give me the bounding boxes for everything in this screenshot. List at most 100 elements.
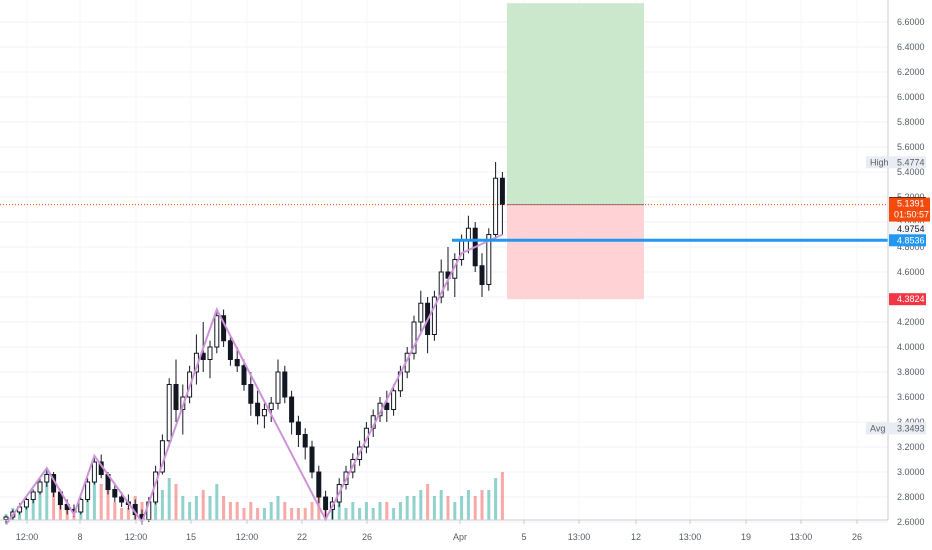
countdown-timer: 01:50:57 — [894, 210, 929, 220]
volume-bar — [481, 490, 484, 520]
candle-body — [324, 497, 328, 510]
candle-body — [86, 482, 90, 500]
candle-body — [276, 372, 280, 403]
volume-bar — [467, 490, 470, 520]
candle-body — [303, 435, 307, 448]
volume-bar — [460, 496, 463, 520]
volume-bar — [304, 508, 307, 520]
volume-bar — [379, 502, 382, 520]
candle-body — [167, 385, 171, 441]
candle-body — [228, 341, 232, 360]
candle-body — [120, 497, 124, 502]
candle-body — [269, 403, 273, 409]
volume-bar — [161, 490, 164, 520]
candle-body — [208, 347, 212, 360]
volume-bar — [351, 502, 354, 520]
volume-bar — [433, 496, 436, 520]
candle-body — [262, 410, 266, 416]
volume-bar — [385, 502, 388, 520]
price-tick-label: 6.4000 — [897, 42, 925, 52]
price-tick-label: 5.4000 — [897, 167, 925, 177]
volume-bar — [297, 508, 300, 520]
volume-bar — [277, 496, 280, 520]
volume-bar — [100, 484, 103, 520]
volume-bar — [127, 508, 130, 520]
avg-tag: 3.3493 — [897, 423, 925, 433]
volume-bar — [372, 508, 375, 520]
volume-bar — [270, 502, 273, 520]
volume-bar — [406, 496, 409, 520]
volume-bar — [229, 502, 232, 520]
candle-body — [249, 385, 253, 404]
last-price-tag: 5.1391 — [897, 199, 925, 209]
candle-body — [92, 462, 96, 482]
candlesticks — [4, 162, 504, 525]
high-tag: 5.4774 — [897, 157, 925, 167]
volume-bar — [413, 496, 416, 520]
profit-zone[interactable] — [507, 3, 644, 204]
volume-bar — [365, 502, 368, 520]
volume-bar — [474, 496, 477, 520]
candle-body — [113, 490, 117, 498]
volume-bar — [168, 478, 171, 520]
volume-bar — [249, 502, 252, 520]
price-tick-label: 6.6000 — [897, 17, 925, 27]
candle-body — [283, 372, 287, 397]
price-axis[interactable]: 2.6000 2.8000 3.0000 3.2000 3.4000 3.6000 3.80… — [897, 17, 925, 527]
stop-tag: 4.3824 — [897, 294, 925, 304]
volume-bar — [263, 508, 266, 520]
price-tick-label: 3.8000 — [897, 367, 925, 377]
time-tick-label: 26 — [362, 532, 372, 542]
loss-zone[interactable] — [507, 205, 644, 300]
price-tick-label: 2.8000 — [897, 492, 925, 502]
time-tick-label: 13:00 — [679, 532, 702, 542]
volume-bar — [236, 502, 239, 520]
candle-body — [256, 403, 260, 416]
candle-body — [4, 517, 8, 520]
candle-body — [215, 316, 219, 347]
price-tick-label: 2.6000 — [897, 517, 925, 527]
volume-bar — [120, 508, 123, 520]
time-tick-label: 12:00 — [125, 532, 148, 542]
volume-bar — [243, 508, 246, 520]
time-tick-label: 22 — [297, 532, 307, 542]
mid-price-tag: 4.9754 — [897, 224, 925, 234]
price-tick-label: 5.6000 — [897, 142, 925, 152]
candle-body — [24, 500, 28, 508]
volume-bar — [453, 502, 456, 520]
time-tick-label: 5 — [521, 532, 526, 542]
candle-body — [494, 178, 498, 234]
volume-bar — [447, 496, 450, 520]
time-tick-label: 13:00 — [790, 532, 813, 542]
price-tick-label: 4.6000 — [897, 267, 925, 277]
price-tick-label: 6.0000 — [897, 92, 925, 102]
high-tag-label: High — [870, 157, 889, 167]
volume-bar — [222, 496, 225, 520]
volume-bar — [175, 484, 178, 520]
time-tick-label: Apr — [453, 532, 467, 542]
avg-tag-label: Avg — [870, 423, 885, 433]
candle-body — [392, 391, 396, 410]
time-tick-label: 8 — [77, 532, 82, 542]
time-tick-label: 12 — [631, 532, 641, 542]
volume-bar — [426, 484, 429, 520]
candle-body — [242, 366, 246, 385]
candle-body — [31, 492, 35, 500]
volume-bar — [215, 484, 218, 520]
time-tick-label: 12:00 — [236, 532, 259, 542]
time-tick-label: 26 — [852, 532, 862, 542]
volume-bar — [209, 496, 212, 520]
volume-bar — [195, 496, 198, 520]
candle-body — [480, 266, 484, 285]
time-tick-label: 15 — [186, 532, 196, 542]
price-tick-label: 4.0000 — [897, 342, 925, 352]
long-position-tool[interactable] — [507, 3, 644, 299]
time-axis[interactable]: 12:00 8 12:00 15 12:00 22 26 Apr 5 13:00 12 13:00 19… — [16, 520, 862, 542]
candle-body — [500, 178, 504, 204]
volume-bar — [283, 502, 286, 520]
volume-bar — [501, 472, 504, 520]
volume-bar — [487, 490, 490, 520]
time-tick-label: 13:00 — [568, 532, 591, 542]
price-tick-label: 6.2000 — [897, 67, 925, 77]
